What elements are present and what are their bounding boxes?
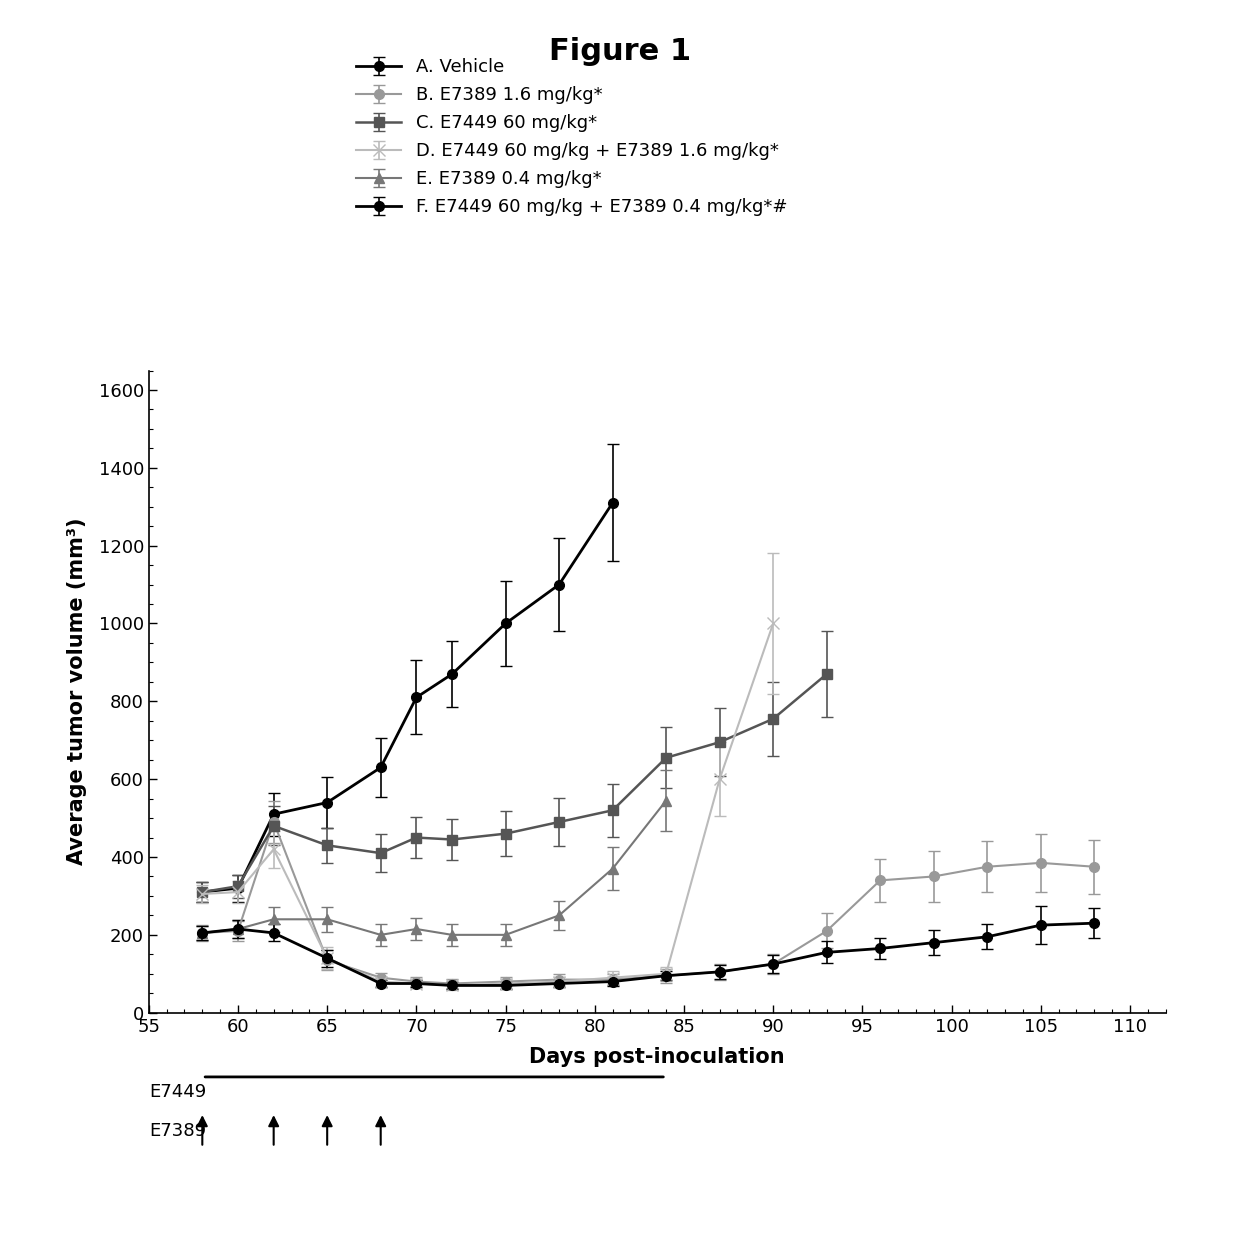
X-axis label: Days post-inoculation: Days post-inoculation: [529, 1047, 785, 1067]
Text: Figure 1: Figure 1: [549, 37, 691, 65]
Text: E7389: E7389: [149, 1121, 206, 1140]
Text: E7449: E7449: [149, 1083, 206, 1102]
Y-axis label: Average tumor volume (mm³): Average tumor volume (mm³): [67, 517, 88, 866]
Legend: A. Vehicle, B. E7389 1.6 mg/kg*, C. E7449 60 mg/kg*, D. E7449 60 mg/kg + E7389 1: A. Vehicle, B. E7389 1.6 mg/kg*, C. E744…: [356, 58, 787, 216]
